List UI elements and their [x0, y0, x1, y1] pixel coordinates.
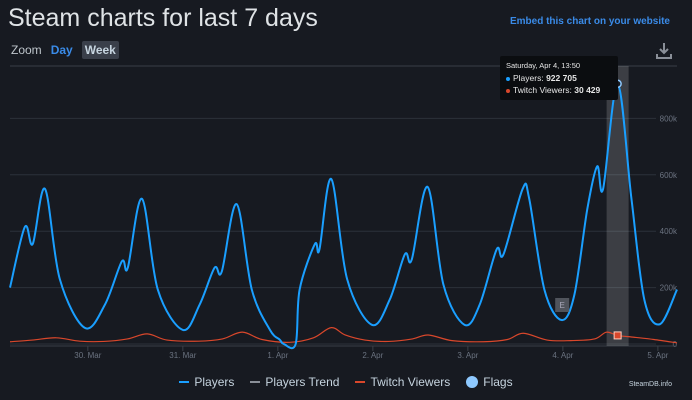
tooltip: Saturday, Apr 4, 13:50 Players: 922 705 … — [500, 56, 618, 100]
tooltip-players-value: 922 705 — [546, 73, 577, 83]
y-tick-label: 400k — [660, 227, 678, 236]
legend-trend-label: Players Trend — [265, 375, 340, 389]
flag-label: E — [560, 301, 565, 310]
x-tick-label: 31. Mar — [169, 351, 196, 360]
y-tick-label: 800k — [660, 114, 678, 123]
tooltip-date: Saturday, Apr 4, 13:50 — [506, 61, 581, 70]
page-title: Steam charts for last 7 days — [8, 4, 318, 32]
embed-chart-link[interactable]: Embed this chart on your website — [509, 16, 670, 27]
players-line — [9, 82, 678, 350]
legend-players-label: Players — [194, 375, 235, 389]
zoom-week-button[interactable]: Week — [81, 41, 119, 59]
x-tick-label: 4. Apr — [552, 351, 573, 360]
tooltip-twitch-label: Twitch Viewers: — [513, 85, 575, 95]
y-tick-label: 600k — [660, 171, 678, 180]
x-tick-label: 1. Apr — [267, 351, 288, 360]
zoom-label: Zoom — [11, 43, 42, 57]
x-tick-label: 5. Apr — [647, 351, 668, 360]
twitch-viewers-line — [9, 327, 678, 344]
legend-twitch-viewers[interactable]: Twitch Viewers — [355, 375, 450, 389]
download-icon[interactable] — [656, 42, 672, 60]
x-tick-label: 3. Apr — [457, 351, 478, 360]
legend: Players Players Trend Twitch Viewers Fla… — [0, 375, 692, 389]
y-tick-label: 0 — [673, 340, 678, 349]
legend-players[interactable]: Players — [179, 375, 234, 389]
y-tick-label: 200k — [660, 284, 678, 293]
tooltip-twitch-value: 30 429 — [574, 85, 601, 95]
legend-flags-label: Flags — [483, 375, 513, 389]
tooltip-players-label: Players: — [513, 73, 547, 83]
credit: SteamDB.info — [628, 381, 672, 388]
legend-twitch-label: Twitch Viewers — [370, 375, 451, 389]
zoom-controls: Zoom Day Week — [11, 41, 119, 59]
x-tick-label: 2. Apr — [362, 351, 383, 360]
legend-flags[interactable]: Flags — [466, 375, 513, 389]
x-tick-label: 30. Mar — [74, 351, 101, 360]
legend-players-trend[interactable]: Players Trend — [250, 375, 339, 389]
zoom-day-button[interactable]: Day — [50, 43, 73, 57]
twitch-hover-point — [613, 331, 622, 340]
flag-marker — [555, 298, 570, 312]
hover-band — [606, 66, 629, 346]
